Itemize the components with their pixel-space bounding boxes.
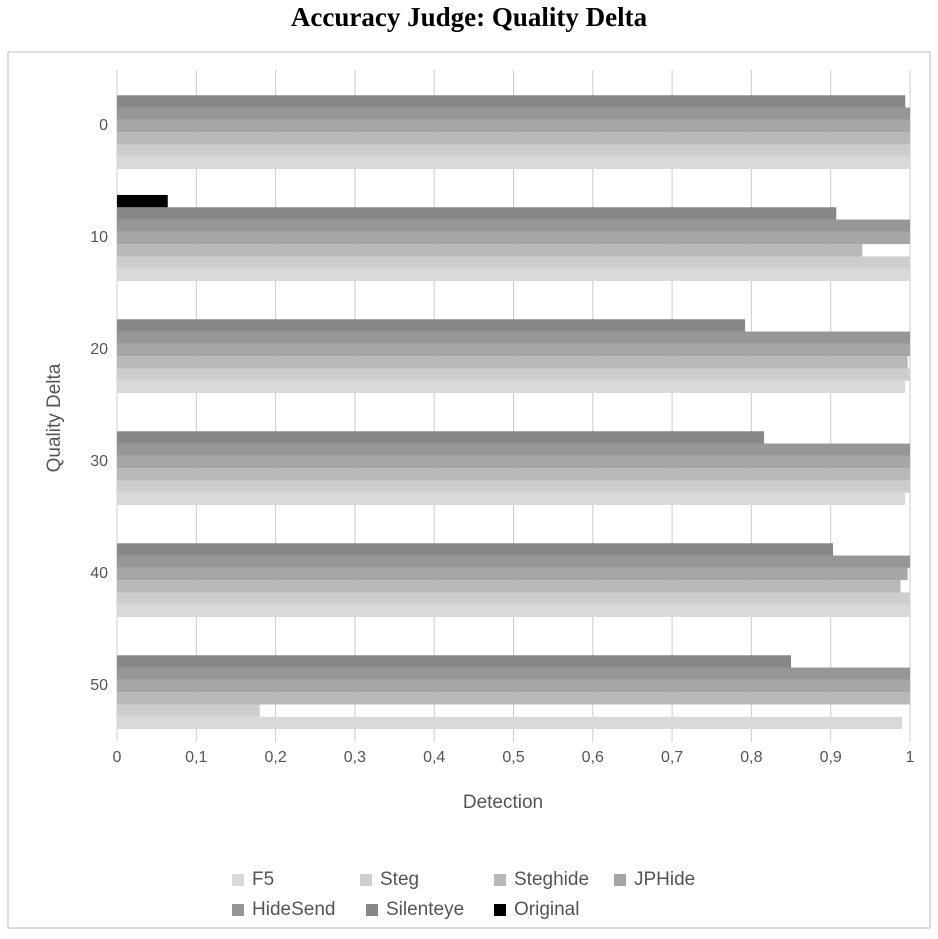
legend-label: HideSend <box>252 899 335 920</box>
legend-swatch <box>366 904 378 916</box>
y-tick-label: 10 <box>90 229 108 246</box>
x-tick-label: 1 <box>906 749 915 766</box>
bar <box>117 244 863 257</box>
bar <box>117 331 910 344</box>
x-tick-label: 0,3 <box>344 749 366 766</box>
bar <box>117 431 765 444</box>
legend-label: F5 <box>252 869 274 890</box>
legend-label: Silenteye <box>386 899 464 920</box>
legend-swatch <box>360 874 372 886</box>
x-tick-label: 0 <box>113 749 122 766</box>
bar <box>117 356 908 369</box>
bar <box>117 343 910 357</box>
legend-swatch <box>494 904 506 916</box>
y-axis-label: Quality Delta <box>44 363 65 472</box>
bar <box>117 455 910 469</box>
bar <box>117 716 903 730</box>
y-tick-label: 0 <box>99 117 108 134</box>
bar <box>117 592 910 605</box>
bar <box>117 655 792 668</box>
chart-frame <box>7 51 931 929</box>
legend-label: Steg <box>380 869 419 890</box>
legend-label: Original <box>514 899 579 920</box>
legend-label: JPHide <box>634 869 695 890</box>
x-tick-label: 0,9 <box>820 749 842 766</box>
legend-label: Steghide <box>514 869 589 890</box>
y-tick-label: 30 <box>90 453 108 470</box>
bar <box>117 580 901 593</box>
legend-swatch <box>232 904 244 916</box>
bar <box>117 543 834 556</box>
bar <box>117 480 910 493</box>
x-tick-label: 0,1 <box>185 749 207 766</box>
bar <box>117 692 910 705</box>
x-axis-label: Detection <box>463 792 543 813</box>
bar <box>117 95 906 108</box>
legend-swatch <box>494 874 506 886</box>
bar <box>117 256 910 269</box>
x-tick-label: 0,8 <box>740 749 762 766</box>
bar <box>117 156 910 170</box>
legend-swatch <box>614 874 626 886</box>
bar <box>117 132 910 145</box>
x-tick-label: 0,7 <box>661 749 683 766</box>
bar <box>117 704 260 717</box>
bar <box>117 679 910 693</box>
y-tick-label: 40 <box>90 565 108 582</box>
chart-title: Accuracy Judge: Quality Delta <box>291 2 648 32</box>
x-tick-label: 0,2 <box>264 749 286 766</box>
bar <box>117 107 910 120</box>
x-tick-label: 0,4 <box>423 749 445 766</box>
bar <box>117 144 910 157</box>
y-tick-label: 20 <box>90 341 108 358</box>
bar <box>117 368 910 381</box>
bar <box>117 119 910 133</box>
bar <box>117 231 910 245</box>
bar <box>117 667 910 680</box>
bar <box>117 468 910 481</box>
bar <box>117 443 910 456</box>
bar <box>117 219 910 232</box>
bar <box>117 567 908 581</box>
legend-swatch <box>232 874 244 886</box>
bar <box>117 555 910 568</box>
bar <box>117 194 168 208</box>
bar <box>117 492 906 506</box>
x-tick-label: 0,6 <box>582 749 604 766</box>
bar <box>117 268 910 282</box>
bar <box>117 604 910 618</box>
bar <box>117 207 837 220</box>
x-tick-label: 0,5 <box>502 749 524 766</box>
bar <box>117 380 906 394</box>
bar <box>117 319 746 332</box>
y-tick-label: 50 <box>90 677 108 694</box>
